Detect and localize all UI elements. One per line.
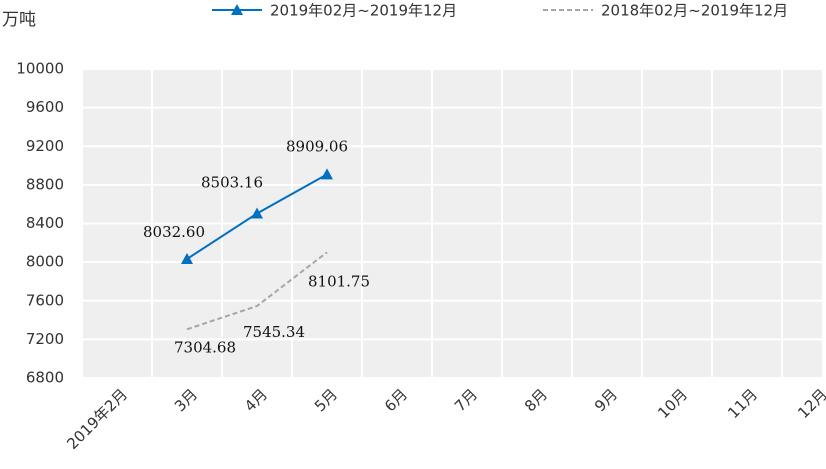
y-tick-label: 7200 [26,330,64,348]
y-tick-label: 7600 [26,291,64,309]
x-tick-label: 9月 [591,385,621,415]
y-tick-label: 9200 [26,137,64,155]
x-tick-label: 3月 [171,385,201,415]
y-tick-label: 10000 [16,60,64,78]
value-label: 8032.60 [143,223,205,241]
y-axis-unit: 万吨 [2,10,36,30]
x-tick-label: 8月 [521,385,551,415]
y-tick-label: 8400 [26,214,64,232]
value-label: 7304.68 [174,338,236,356]
marker [251,207,263,219]
y-tick-label: 8800 [26,175,64,193]
marker [181,252,193,264]
legend-label: 2018年02月~2019年12月 [601,2,788,20]
y-tick-label: 9600 [26,98,64,116]
value-label: 8503.16 [201,174,263,192]
value-label: 8909.06 [286,137,348,155]
x-tick-label: 6月 [381,385,411,415]
x-tick-label: 10月 [654,385,691,422]
x-tick-label: 12月 [794,385,826,422]
x-tick-label: 11月 [724,385,761,422]
legend-label: 2019年02月~2019年12月 [270,2,457,20]
y-tick-label: 6800 [26,369,64,387]
marker [321,168,333,180]
x-tick-label: 5月 [311,385,341,415]
series-line [186,251,328,331]
x-tick-label: 7月 [451,385,481,415]
value-label: 7545.34 [243,323,305,341]
value-label: 8101.75 [308,272,370,290]
x-tick-label: 4月 [241,385,271,415]
y-tick-label: 8000 [26,253,64,271]
x-tick-label: 2019年2月 [63,385,131,453]
legend-marker [231,4,243,15]
